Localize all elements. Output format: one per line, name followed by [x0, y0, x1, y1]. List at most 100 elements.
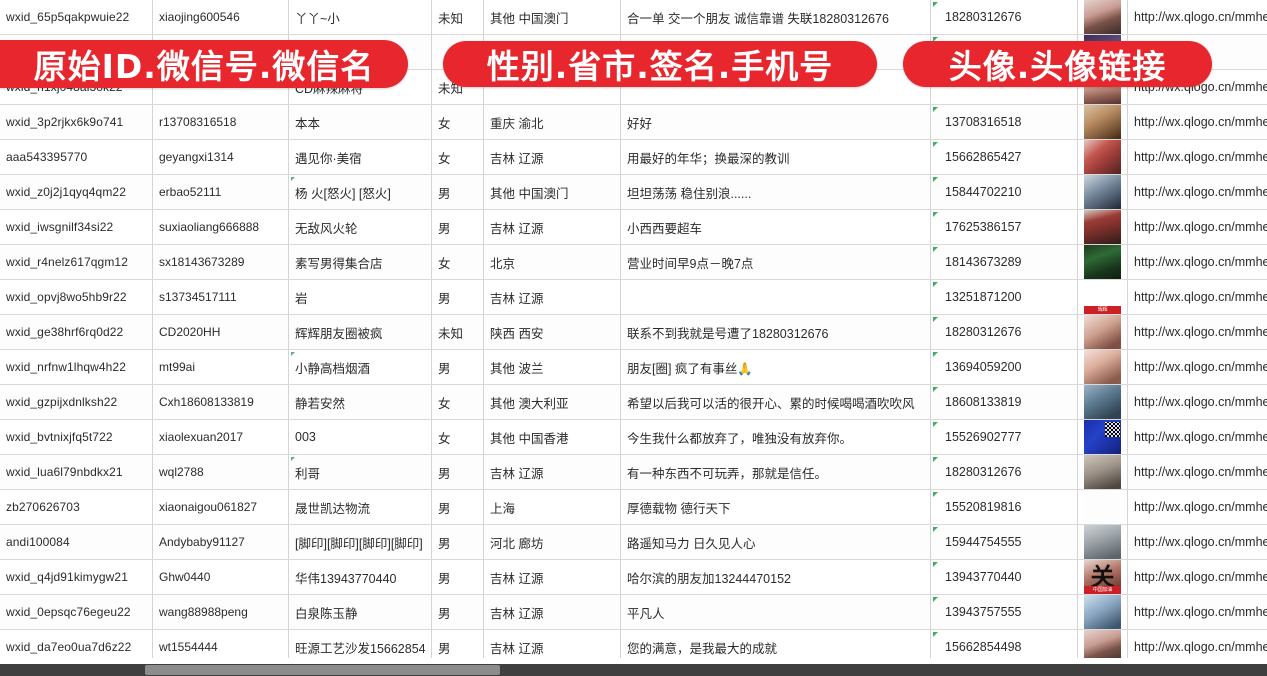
table-row[interactable]: wxid_lua6l79nbdkx21 wql2788 利哥 男 吉林 辽源 有一种东西不… — [0, 454, 1267, 490]
cell-gender[interactable]: 男 — [431, 279, 484, 315]
cell-wechat-name[interactable]: 晟世凯达物流 — [288, 489, 432, 525]
cell-avatar-url[interactable]: http://wx.qlogo.cn/mmhead — [1127, 174, 1267, 210]
cell-avatar-url[interactable]: http://wx.qlogo.cn/mmhead — [1127, 0, 1267, 35]
cell-phone[interactable]: 18280312676 — [930, 454, 1078, 490]
cell-phone[interactable]: 18608133819 — [930, 384, 1078, 420]
cell-wechat-name[interactable]: 杨 火[怒火] [怒火] — [288, 174, 432, 210]
cell-wechat-id[interactable]: xiaolexuan2017 — [152, 419, 289, 455]
cell-avatar[interactable] — [1077, 524, 1128, 560]
cell-phone[interactable]: 15944754555 — [930, 524, 1078, 560]
cell-wechat-id[interactable]: Ghw0440 — [152, 559, 289, 595]
cell-wechat-id[interactable]: mt99ai — [152, 349, 289, 385]
cell-phone[interactable]: 13708316518 — [930, 104, 1078, 140]
cell-region[interactable]: 其他 中国香港 — [483, 419, 621, 455]
cell-origin-id[interactable]: wxid_q4jd91kimygw21 — [0, 559, 153, 595]
cell-origin-id[interactable]: wxid_lua6l79nbdkx21 — [0, 454, 153, 490]
cell-signature[interactable]: 有一种东西不可玩弄，那就是信任。 — [620, 454, 931, 490]
cell-origin-id[interactable]: wxid_ge38hrf6rq0d22 — [0, 314, 153, 350]
table-row[interactable]: wxid_0epsqc76egeu22 wang88988peng 白泉陈玉静 男 吉林… — [0, 594, 1267, 630]
cell-gender[interactable]: 男 — [431, 594, 484, 630]
cell-avatar-url[interactable]: http://wx.qlogo.cn/mmhead — [1127, 489, 1267, 525]
cell-phone[interactable]: 15662865427 — [930, 139, 1078, 175]
cell-origin-id[interactable]: wxid_gzpijxdnlksh22 — [0, 384, 153, 420]
cell-gender[interactable]: 女 — [431, 244, 484, 280]
cell-gender[interactable]: 男 — [431, 489, 484, 525]
cell-origin-id[interactable]: wxid_nrfnw1lhqw4h22 — [0, 349, 153, 385]
cell-avatar-url[interactable]: http://wx.qlogo.cn/mmhead — [1127, 244, 1267, 280]
cell-avatar-url[interactable]: http://wx.qlogo.cn/mmhead — [1127, 279, 1267, 315]
cell-region[interactable]: 陕西 西安 — [483, 314, 621, 350]
table-row[interactable]: wxid_z0j2j1qyq4qm22 erbao52111 杨 火[怒火] [怒火… — [0, 174, 1267, 210]
cell-wechat-id[interactable]: geyangxi1314 — [152, 139, 289, 175]
cell-origin-id[interactable]: wxid_iwsgnilf34si22 — [0, 209, 153, 245]
cell-origin-id[interactable]: wxid_z0j2j1qyq4qm22 — [0, 174, 153, 210]
table-row[interactable]: wxid_ge38hrf6rq0d22 CD2020HH 辉辉朋友圈被疯 未知 陕西 西… — [0, 314, 1267, 350]
cell-wechat-name[interactable]: 辉辉朋友圈被疯 — [288, 314, 432, 350]
cell-wechat-name[interactable]: 素写男得集合店 — [288, 244, 432, 280]
cell-gender[interactable]: 女 — [431, 139, 484, 175]
cell-wechat-id[interactable]: wql2788 — [152, 454, 289, 490]
cell-avatar[interactable]: 关中国加油 — [1077, 559, 1128, 595]
table-row[interactable]: wxid_bvtnixjfq5t722 xiaolexuan2017 003 女 其他 … — [0, 419, 1267, 455]
cell-wechat-name[interactable]: 丫丫~小 — [288, 0, 432, 35]
cell-signature[interactable]: 联系不到我就是号遭了18280312676 — [620, 314, 931, 350]
cell-avatar-url[interactable]: http://wx.qlogo.cn/mmhead — [1127, 419, 1267, 455]
cell-wechat-id[interactable]: s13734517111 — [152, 279, 289, 315]
table-row[interactable]: zb270626703 xiaonaigou061827 晟世凯达物流 男 上海 厚德载物… — [0, 489, 1267, 525]
cell-avatar[interactable] — [1077, 594, 1128, 630]
cell-avatar[interactable] — [1077, 139, 1128, 175]
cell-origin-id[interactable]: andi100084 — [0, 524, 153, 560]
cell-avatar[interactable] — [1077, 104, 1128, 140]
cell-avatar[interactable] — [1077, 174, 1128, 210]
cell-signature[interactable]: 坦坦荡荡 稳住别浪...... — [620, 174, 931, 210]
cell-region[interactable]: 上海 — [483, 489, 621, 525]
cell-region[interactable]: 吉林 辽源 — [483, 594, 621, 630]
cell-gender[interactable]: 未知 — [431, 314, 484, 350]
cell-gender[interactable]: 男 — [431, 454, 484, 490]
cell-avatar[interactable] — [1077, 0, 1128, 35]
cell-wechat-name[interactable]: 静若安然 — [288, 384, 432, 420]
cell-avatar[interactable]: 辉辉 — [1077, 279, 1128, 315]
cell-gender[interactable]: 男 — [431, 174, 484, 210]
cell-signature[interactable]: 平凡人 — [620, 594, 931, 630]
cell-avatar[interactable] — [1077, 454, 1128, 490]
cell-wechat-name[interactable]: 利哥 — [288, 454, 432, 490]
cell-avatar[interactable] — [1077, 349, 1128, 385]
cell-gender[interactable]: 男 — [431, 524, 484, 560]
cell-phone[interactable]: 13694059200 — [930, 349, 1078, 385]
cell-phone[interactable]: 13943757555 — [930, 594, 1078, 630]
cell-origin-id[interactable]: wxid_r4nelz617qgm12 — [0, 244, 153, 280]
cell-region[interactable]: 吉林 辽源 — [483, 559, 621, 595]
cell-gender[interactable]: 未知 — [431, 0, 484, 35]
cell-region[interactable]: 河北 廊坊 — [483, 524, 621, 560]
cell-region[interactable]: 吉林 辽源 — [483, 454, 621, 490]
cell-signature[interactable]: 哈尔滨的朋友加13244470152 — [620, 559, 931, 595]
cell-wechat-name[interactable]: 白泉陈玉静 — [288, 594, 432, 630]
table-row[interactable]: aaa543395770 geyangxi1314 遇见你·美宿 女 吉林 辽源 用最好的… — [0, 139, 1267, 175]
cell-wechat-id[interactable]: sx18143673289 — [152, 244, 289, 280]
cell-signature[interactable]: 希望以后我可以活的很开心、累的时候喝喝酒吹吹风 — [620, 384, 931, 420]
cell-region[interactable]: 重庆 渝北 — [483, 104, 621, 140]
cell-signature[interactable]: 朋友[圈] 疯了有事丝🙏 — [620, 349, 931, 385]
cell-region[interactable]: 其他 波兰 — [483, 349, 621, 385]
cell-phone[interactable]: 13943770440 — [930, 559, 1078, 595]
cell-gender[interactable]: 男 — [431, 559, 484, 595]
table-row[interactable]: wxid_opvj8wo5hb9r22 s13734517111 岩 男 吉林 辽源 13… — [0, 279, 1267, 315]
cell-wechat-name[interactable]: 岩 — [288, 279, 432, 315]
cell-avatar-url[interactable]: http://wx.qlogo.cn/mmhead — [1127, 104, 1267, 140]
cell-wechat-name[interactable]: 本本 — [288, 104, 432, 140]
table-row[interactable]: wxid_q4jd91kimygw21 Ghw0440 华伟13943770440 男… — [0, 559, 1267, 595]
table-row[interactable]: wxid_iwsgnilf34si22 suxiaoliang666888 无敌风火… — [0, 209, 1267, 245]
table-row[interactable]: wxid_3p2rjkx6k9o741 r13708316518 本本 女 重庆 渝北 好… — [0, 104, 1267, 140]
cell-wechat-name[interactable]: 003 — [288, 419, 432, 455]
cell-region[interactable]: 其他 中国澳门 — [483, 174, 621, 210]
cell-avatar[interactable] — [1077, 419, 1128, 455]
cell-origin-id[interactable]: wxid_65p5qakpwuie22 — [0, 0, 153, 35]
cell-origin-id[interactable]: wxid_3p2rjkx6k9o741 — [0, 104, 153, 140]
table-row[interactable]: andi100084 Andybaby91127 [脚印][脚印][脚印][脚印] 男… — [0, 524, 1267, 560]
horizontal-scrollbar[interactable] — [0, 664, 1267, 676]
cell-region[interactable]: 其他 澳大利亚 — [483, 384, 621, 420]
table-row[interactable]: wxid_65p5qakpwuie22 xiaojing600546 丫丫~小 未知 其… — [0, 0, 1267, 35]
cell-signature[interactable]: 小西西要超车 — [620, 209, 931, 245]
cell-origin-id[interactable]: wxid_opvj8wo5hb9r22 — [0, 279, 153, 315]
